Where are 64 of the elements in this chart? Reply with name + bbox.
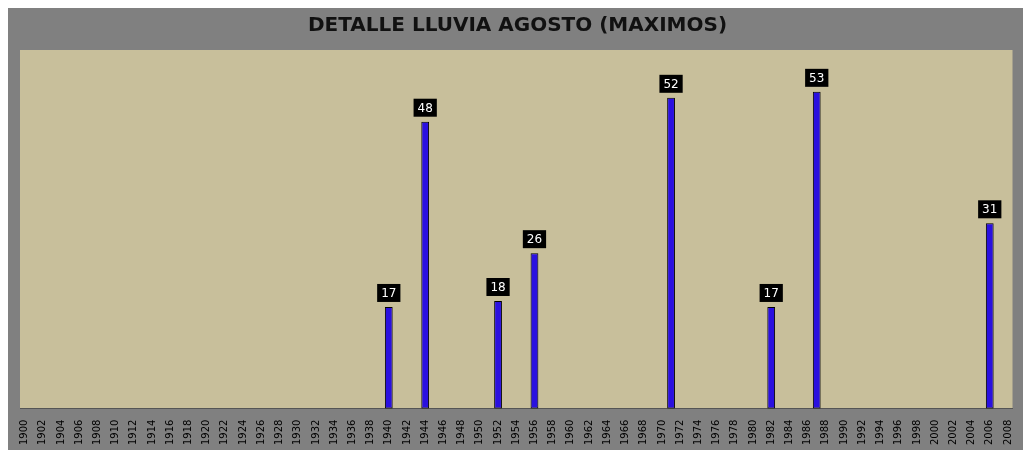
- x-tick-label: 1972: [673, 419, 685, 445]
- x-tick-label: 1954: [509, 419, 521, 445]
- x-tick-label: 1942: [400, 419, 412, 445]
- x-tick-label: 2008: [1001, 419, 1013, 445]
- data-label: 48: [417, 100, 433, 115]
- x-tick-label: 1962: [582, 419, 594, 445]
- x-tick-label: 1968: [637, 419, 649, 445]
- x-tick-label: 2006: [983, 419, 995, 445]
- x-tick-label: 1918: [182, 419, 194, 445]
- x-tick-label: 2000: [928, 419, 940, 445]
- x-tick-label: 1984: [783, 419, 795, 445]
- data-label: 17: [763, 286, 779, 301]
- x-tick-label: 1946: [437, 419, 449, 445]
- x-tick-label: 1940: [382, 419, 394, 445]
- x-tick-label: 1966: [619, 419, 631, 445]
- x-tick-label: 1980: [746, 419, 758, 445]
- x-tick-label: 1944: [418, 419, 430, 445]
- x-tick-label: 1926: [254, 419, 266, 445]
- x-tick-label: 1938: [364, 419, 376, 445]
- x-tick-label: 1922: [218, 419, 230, 445]
- x-tick-label: 1948: [455, 419, 467, 445]
- x-tick-label: 1916: [163, 419, 175, 445]
- x-tick-label: 1932: [309, 419, 321, 445]
- x-tick-label: 1998: [910, 419, 922, 445]
- x-tick-label: 1986: [801, 419, 813, 445]
- x-tick-label: 1958: [546, 419, 558, 445]
- x-tick-label: 1970: [655, 419, 667, 445]
- data-label: 18: [490, 280, 506, 295]
- x-tick-label: 2004: [965, 419, 977, 445]
- x-tick-label: 1974: [691, 419, 703, 445]
- data-label: 17: [381, 286, 397, 301]
- chart-title: DETALLE LLUVIA AGOSTO (MAXIMOS): [307, 12, 728, 37]
- data-label: 26: [526, 232, 543, 247]
- x-tick-label: 1912: [127, 419, 139, 445]
- x-tick-label: 1992: [855, 419, 867, 445]
- x-tick-label: 1950: [473, 419, 485, 445]
- x-tick-label: 1924: [236, 419, 248, 445]
- x-tick-label: 1902: [36, 419, 48, 445]
- x-tick-label: 1906: [72, 419, 84, 445]
- x-tick-label: 1988: [819, 419, 831, 445]
- x-tick-label: 1978: [728, 419, 740, 445]
- data-label: 31: [982, 202, 998, 217]
- x-tick-label: 1982: [764, 419, 776, 445]
- x-tick-label: 1904: [54, 419, 66, 445]
- x-tick-label: 1930: [291, 419, 303, 445]
- x-tick-label: 1910: [109, 419, 121, 445]
- x-tick-label: 1914: [145, 419, 157, 445]
- x-tick-label: 2002: [946, 419, 958, 445]
- x-tick-label: 1990: [837, 419, 849, 445]
- x-tick-label: 1952: [491, 419, 503, 445]
- x-tick-label: 1960: [564, 419, 576, 445]
- x-tick-label: 1964: [600, 419, 612, 445]
- x-tick-label: 1908: [90, 419, 102, 445]
- x-tick-label: 1956: [528, 419, 540, 445]
- x-tick-label: 1900: [18, 419, 30, 445]
- data-label: 52: [663, 76, 679, 91]
- x-tick-label: 1994: [874, 419, 886, 445]
- x-tick-label: 1928: [273, 419, 285, 445]
- x-tick-label: 1936: [345, 419, 357, 445]
- x-tick-label: 1976: [710, 419, 722, 445]
- data-label: 53: [809, 70, 825, 85]
- x-tick-label: 1920: [200, 419, 212, 445]
- x-tick-label: 1934: [327, 419, 339, 445]
- x-tick-label: 1996: [892, 419, 904, 445]
